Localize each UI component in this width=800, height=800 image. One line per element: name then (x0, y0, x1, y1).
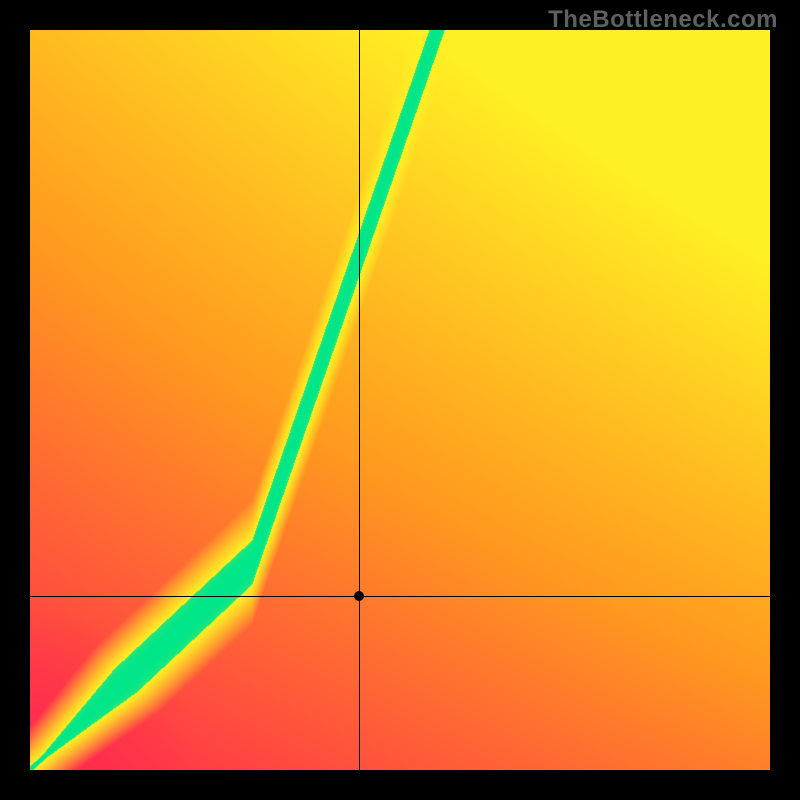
heatmap-canvas (30, 30, 770, 770)
heatmap-plot (30, 30, 770, 770)
crosshair-horizontal (30, 596, 770, 597)
crosshair-vertical (359, 30, 360, 770)
